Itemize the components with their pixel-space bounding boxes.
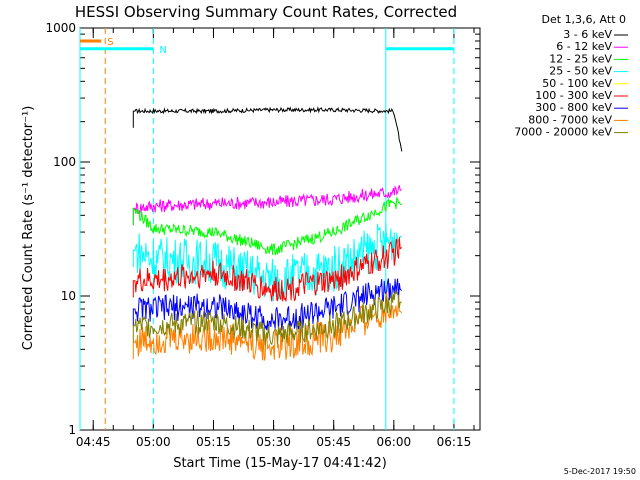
y-tick-label: 100 (53, 155, 76, 169)
x-tick-label: 06:15 (437, 435, 472, 449)
series-line (132, 291, 402, 346)
legend-entry-label: 7000 - 20000 keV (514, 126, 612, 139)
footer-timestamp: 5-Dec-2017 19:50 (564, 467, 636, 476)
x-tick-label: 06:00 (377, 435, 412, 449)
legend-entry-label: 6 - 12 keV (556, 40, 612, 53)
y-axis-title: Corrected Count Rate (s⁻¹ detector⁻¹) (21, 106, 36, 351)
x-axis-title: Start Time (15-May-17 04:41:42) (173, 456, 387, 471)
series-line (132, 185, 402, 226)
x-tick-label: 05:30 (256, 435, 291, 449)
series-line (132, 106, 403, 152)
legend-entry-label: 3 - 6 keV (563, 28, 612, 41)
legend-title: Det 1,3,6, Att 0 (542, 13, 626, 26)
x-tick-label: 05:00 (136, 435, 171, 449)
x-tick-label: 04:45 (76, 435, 111, 449)
legend-entry-label: 100 - 300 keV (535, 89, 612, 102)
series-line (132, 196, 402, 256)
y-tick-label: 1 (68, 423, 76, 437)
x-tick-label: 05:15 (196, 435, 231, 449)
legend-entry-label: 25 - 50 keV (549, 65, 612, 78)
legend-entry-label: 300 - 800 keV (535, 101, 612, 114)
y-tick-label: 10 (61, 289, 76, 303)
chart-title: HESSI Observing Summary Count Rates, Cor… (75, 3, 457, 21)
series-line (132, 237, 403, 302)
legend-entry-label: 12 - 25 keV (549, 52, 612, 65)
series-line (132, 278, 403, 333)
legend-entry-label: 800 - 7000 keV (528, 113, 612, 126)
plot-area: 1 10 100 1000 04:45 05:00 05:15 05:30 05:45 06:00… (45, 21, 481, 449)
legend-entry-label: 50 - 100 keV (542, 77, 612, 90)
x-tick-label: 05:45 (316, 435, 351, 449)
plot-frame (79, 27, 481, 431)
flag-interval-label: S (107, 37, 113, 48)
flag-interval-label: N (159, 45, 166, 56)
y-tick-label: 1000 (45, 21, 76, 35)
